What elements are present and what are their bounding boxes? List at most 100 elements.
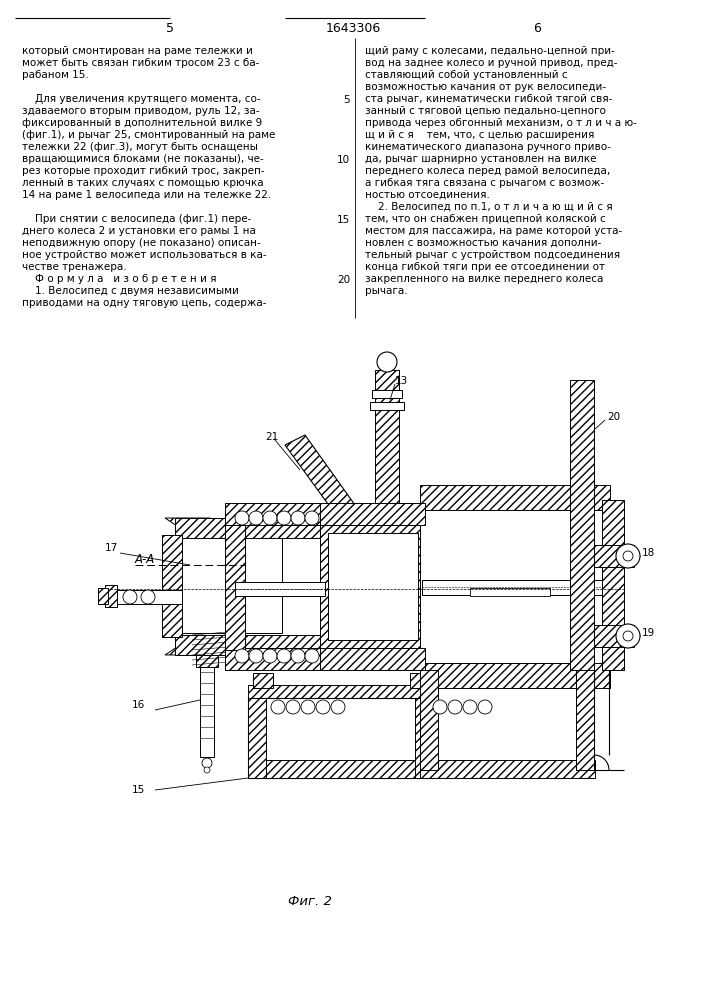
Bar bbox=[415, 698, 433, 778]
Text: закрепленного на вилке переднего колеса: закрепленного на вилке переднего колеса bbox=[365, 274, 603, 284]
Text: новлен с возможностью качания дополни-: новлен с возможностью качания дополни- bbox=[365, 238, 602, 248]
Bar bbox=[320, 525, 420, 648]
Bar bbox=[248, 760, 433, 778]
Text: возможностью качания от рук велосипеди-: возможностью качания от рук велосипеди- bbox=[365, 82, 606, 92]
Text: 2. Велосипед по п.1, о т л и ч а ю щ и й с я: 2. Велосипед по п.1, о т л и ч а ю щ и й… bbox=[365, 202, 613, 212]
Text: рез которые проходит гибкий трос, закреп-: рез которые проходит гибкий трос, закреп… bbox=[22, 166, 264, 176]
Bar bbox=[594, 545, 634, 567]
Circle shape bbox=[448, 700, 462, 714]
Text: 6: 6 bbox=[533, 22, 541, 35]
Bar bbox=[225, 648, 420, 670]
Bar bbox=[375, 370, 399, 550]
Circle shape bbox=[249, 511, 263, 525]
Bar bbox=[105, 585, 117, 607]
Bar bbox=[225, 525, 245, 650]
Polygon shape bbox=[285, 435, 380, 548]
Circle shape bbox=[305, 511, 319, 525]
Bar bbox=[420, 663, 610, 688]
Polygon shape bbox=[165, 635, 225, 655]
Bar bbox=[420, 670, 438, 770]
Text: ста рычаг, кинематически гибкой тягой свя-: ста рычаг, кинематически гибкой тягой св… bbox=[365, 94, 612, 104]
Circle shape bbox=[263, 511, 277, 525]
Bar bbox=[370, 402, 404, 410]
Bar bbox=[367, 540, 407, 550]
Text: 16: 16 bbox=[132, 700, 145, 710]
Text: конца гибкой тяги при ее отсоединении от: конца гибкой тяги при ее отсоединении от bbox=[365, 262, 605, 272]
Bar bbox=[175, 518, 320, 538]
Circle shape bbox=[291, 649, 305, 663]
Text: ностью отсоединения.: ностью отсоединения. bbox=[365, 190, 490, 200]
Bar bbox=[225, 503, 420, 525]
Text: привода через обгонный механизм, о т л и ч а ю-: привода через обгонный механизм, о т л и… bbox=[365, 118, 637, 128]
Circle shape bbox=[331, 700, 345, 714]
Text: 19: 19 bbox=[642, 628, 655, 638]
Text: 15: 15 bbox=[337, 215, 350, 225]
Text: приводами на одну тяговую цепь, содержа-: приводами на одну тяговую цепь, содержа- bbox=[22, 298, 267, 308]
Text: 20: 20 bbox=[337, 275, 350, 285]
Text: 15: 15 bbox=[132, 785, 145, 795]
Circle shape bbox=[616, 624, 640, 648]
Circle shape bbox=[291, 511, 305, 525]
Bar bbox=[420, 510, 602, 663]
Circle shape bbox=[616, 544, 640, 568]
Circle shape bbox=[235, 649, 249, 663]
Bar bbox=[182, 538, 282, 633]
Bar bbox=[320, 648, 425, 670]
Text: честве тренажера.: честве тренажера. bbox=[22, 262, 127, 272]
Text: 20: 20 bbox=[607, 412, 620, 422]
Text: днего колеса 2 и установки его рамы 1 на: днего колеса 2 и установки его рамы 1 на bbox=[22, 226, 256, 236]
Bar bbox=[570, 380, 594, 670]
Bar bbox=[470, 588, 550, 596]
Text: занный с тяговой цепью педально-цепного: занный с тяговой цепью педально-цепного bbox=[365, 106, 606, 116]
Bar bbox=[328, 533, 418, 640]
Bar bbox=[422, 580, 602, 595]
Text: 13: 13 bbox=[395, 376, 408, 386]
Circle shape bbox=[141, 590, 155, 604]
Circle shape bbox=[249, 649, 263, 663]
Bar bbox=[248, 685, 433, 700]
Text: переднего колеса перед рамой велосипеда,: переднего колеса перед рамой велосипеда, bbox=[365, 166, 610, 176]
Text: 1. Велосипед с двумя независимыми: 1. Велосипед с двумя независимыми bbox=[22, 286, 239, 296]
Text: А-А: А-А bbox=[135, 553, 156, 566]
Bar bbox=[602, 500, 624, 670]
Text: Для увеличения крутящего момента, со-: Для увеличения крутящего момента, со- bbox=[22, 94, 261, 104]
Text: 17: 17 bbox=[105, 543, 118, 553]
Text: ное устройство может использоваться в ка-: ное устройство может использоваться в ка… bbox=[22, 250, 267, 260]
Text: 18: 18 bbox=[642, 548, 655, 558]
Text: 21: 21 bbox=[265, 432, 279, 442]
Circle shape bbox=[623, 551, 633, 561]
Text: Фиг. 2: Фиг. 2 bbox=[288, 895, 332, 908]
Bar bbox=[372, 390, 402, 398]
Circle shape bbox=[271, 700, 285, 714]
Circle shape bbox=[433, 700, 447, 714]
Bar bbox=[175, 635, 320, 655]
Bar bbox=[253, 673, 273, 688]
Bar bbox=[200, 667, 214, 757]
Text: кинематического диапазона ручного приво-: кинематического диапазона ручного приво- bbox=[365, 142, 611, 152]
Circle shape bbox=[377, 352, 397, 372]
Text: местом для пассажира, на раме которой уста-: местом для пассажира, на раме которой ус… bbox=[365, 226, 622, 236]
Circle shape bbox=[305, 649, 319, 663]
Circle shape bbox=[235, 511, 249, 525]
Bar bbox=[248, 698, 266, 778]
Circle shape bbox=[204, 767, 210, 773]
Text: 14 на раме 1 велосипеда или на тележке 22.: 14 на раме 1 велосипеда или на тележке 2… bbox=[22, 190, 271, 200]
Text: 5: 5 bbox=[166, 22, 174, 35]
Text: (фиг.1), и рычаг 25, смонтированный на раме: (фиг.1), и рычаг 25, смонтированный на р… bbox=[22, 130, 275, 140]
Text: ставляющий собой установленный с: ставляющий собой установленный с bbox=[365, 70, 568, 80]
Circle shape bbox=[286, 700, 300, 714]
Circle shape bbox=[202, 758, 212, 768]
Text: неподвижную опору (не показано) описан-: неподвижную опору (не показано) описан- bbox=[22, 238, 261, 248]
Text: вращающимися блоками (не показаны), че-: вращающимися блоками (не показаны), че- bbox=[22, 154, 264, 164]
Circle shape bbox=[277, 649, 291, 663]
Bar bbox=[420, 760, 595, 778]
Bar bbox=[594, 625, 634, 647]
Circle shape bbox=[277, 511, 291, 525]
Text: рабаном 15.: рабаном 15. bbox=[22, 70, 89, 80]
Circle shape bbox=[301, 700, 315, 714]
Bar bbox=[196, 655, 218, 667]
Circle shape bbox=[623, 631, 633, 641]
Circle shape bbox=[316, 700, 330, 714]
Bar bbox=[420, 485, 610, 510]
Text: щий раму с колесами, педально-цепной при-: щий раму с колесами, педально-цепной при… bbox=[365, 46, 615, 56]
